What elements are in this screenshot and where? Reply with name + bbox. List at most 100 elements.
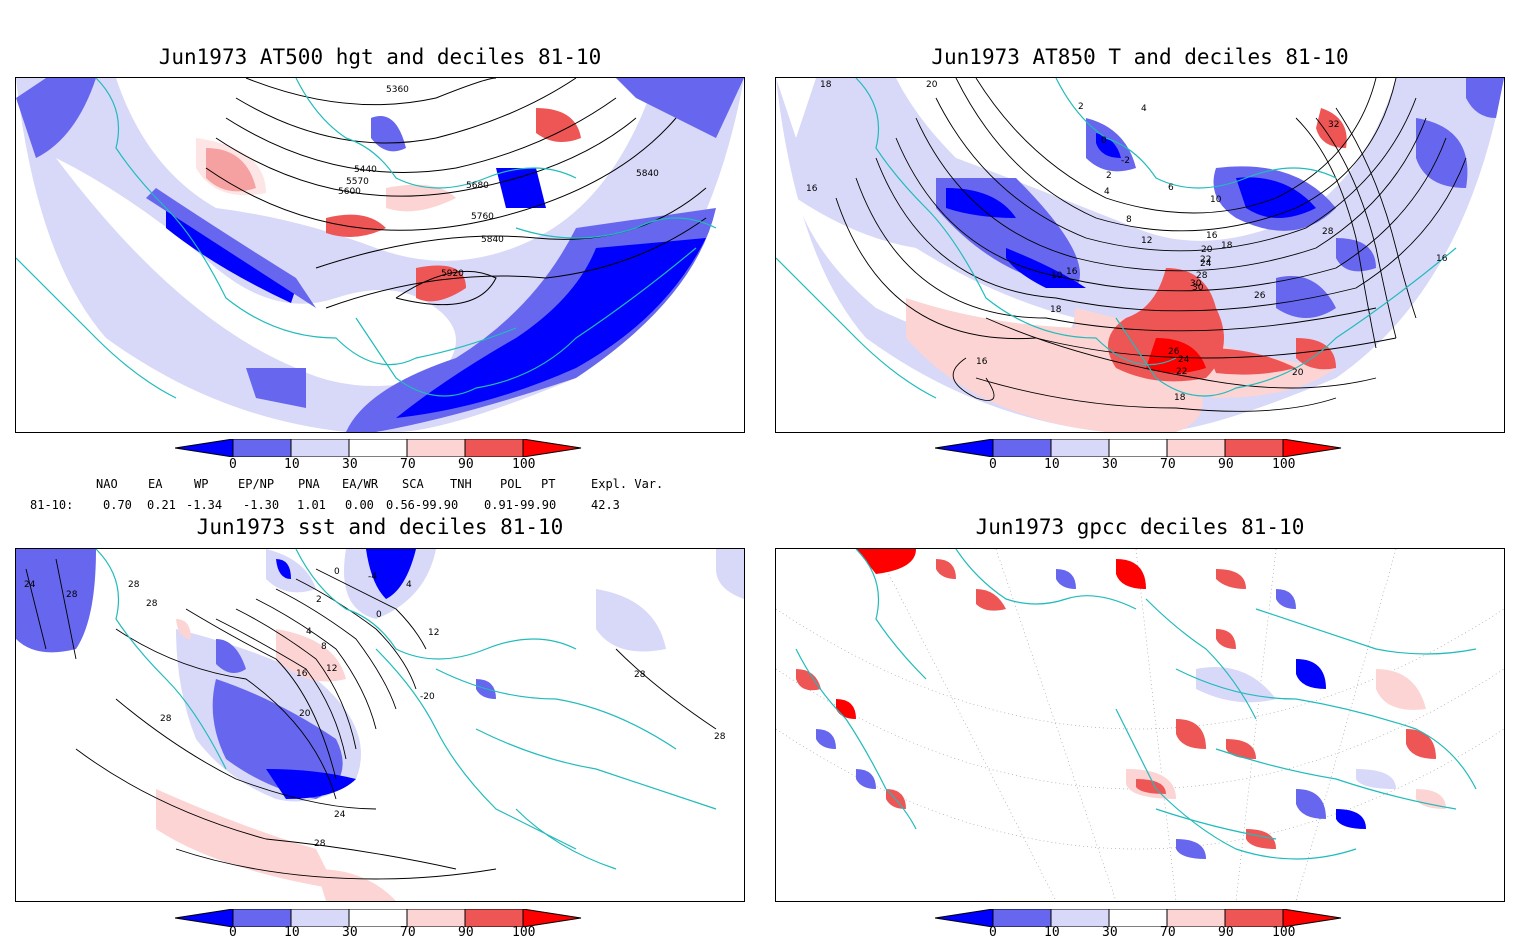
map-panel-sst: 24 28 28 28 0 2 4 8 12 16 20 24 28 28 -4… <box>15 548 745 902</box>
index-value: 0.21 <box>147 498 176 512</box>
colorbar-tick: 100 <box>1272 457 1296 472</box>
contour-label: 28 <box>66 590 78 600</box>
contour-label: 10 <box>1051 271 1063 281</box>
contour-label: -2 <box>1121 156 1130 166</box>
contour-label: 5680 <box>466 181 489 191</box>
contour-label: 4 <box>306 627 312 637</box>
contour-label: 5840 <box>481 235 504 245</box>
panel3-title: Jun1973 sst and deciles 81-10 <box>196 515 564 539</box>
contour-label: 28 <box>146 599 158 609</box>
colorbar-tick: 0 <box>229 925 237 940</box>
colorbar-tick: 70 <box>400 457 416 472</box>
contour-label: 0 <box>376 610 382 620</box>
colorbar-tick: 70 <box>1160 457 1176 472</box>
index-header: POL <box>500 477 522 491</box>
panel1-title: Jun1973 AT500 hgt and deciles 81-10 <box>158 45 602 69</box>
colorbar-bottom-left <box>174 908 587 928</box>
contour-label: 2 <box>316 595 322 605</box>
contour-label: 10 <box>1210 195 1222 205</box>
index-header: TNH <box>450 477 472 491</box>
panel2-title: Jun1973 AT850 T and deciles 81-10 <box>931 45 1349 69</box>
contour-label: 12 <box>428 628 439 638</box>
index-header: NAO <box>96 477 118 491</box>
colorbar-tick: 70 <box>1160 925 1176 940</box>
contour-label: 8 <box>321 642 327 652</box>
colorbar-tick: 70 <box>400 925 416 940</box>
contour-label: 4 <box>1104 187 1110 197</box>
contour-label: 0 <box>1101 136 1107 146</box>
contour-label: 16 <box>1206 231 1218 241</box>
at850-contour-labels: 18 20 2 4 0 -2 2 4 6 8 10 12 16 18 20 22… <box>806 80 1448 403</box>
contour-label: 22 <box>1200 255 1211 265</box>
contour-label: 5920 <box>441 269 464 279</box>
map-panel-at850: 18 20 2 4 0 -2 2 4 6 8 10 12 16 18 20 22… <box>775 77 1505 433</box>
colorbar-bottom-right <box>934 908 1347 928</box>
contour-label: 5760 <box>471 212 494 222</box>
colorbar-tick: 100 <box>512 925 536 940</box>
colorbar-tick: 100 <box>512 457 536 472</box>
contour-label: 4 <box>1141 104 1147 114</box>
contour-label: 12 <box>1141 236 1152 246</box>
contour-label: 5840 <box>636 169 659 179</box>
contour-label: 16 <box>296 669 308 679</box>
colorbar-tick: 30 <box>1102 925 1118 940</box>
colorbar-tick: 0 <box>989 925 997 940</box>
contour-label: 20 <box>1292 368 1304 378</box>
contour-label: 28 <box>714 732 726 742</box>
contour-label: 5360 <box>386 85 409 95</box>
colorbar-tick: 0 <box>229 457 237 472</box>
contour-label: 18 <box>1174 393 1186 403</box>
colorbar-top-left <box>174 438 587 458</box>
contour-label: -4 <box>368 572 377 582</box>
contour-label: 20 <box>926 80 938 90</box>
index-header: EA <box>148 477 163 491</box>
colorbar-tick: 10 <box>1044 925 1060 940</box>
index-header: PT <box>541 477 556 491</box>
contour-label: 8 <box>1126 215 1132 225</box>
index-header: Expl. Var. <box>591 477 664 491</box>
index-row-label: 81-10: <box>30 498 74 512</box>
contour-label: 32 <box>1328 120 1339 130</box>
index-value: -1.34 <box>186 498 223 512</box>
index-value: 0.56-99.90 <box>386 498 459 512</box>
index-value: 1.01 <box>297 498 326 512</box>
contour-label: 5570 <box>346 177 369 187</box>
contour-label: 28 <box>634 670 646 680</box>
contour-label: 28 <box>1196 271 1208 281</box>
contour-label: 6 <box>1168 183 1174 193</box>
contour-label: 28 <box>128 580 140 590</box>
index-header: EP/NP <box>238 477 275 491</box>
colorbar-tick: 90 <box>458 457 474 472</box>
contour-label: 16 <box>1066 267 1078 277</box>
contour-label: 12 <box>326 664 337 674</box>
contour-label: 22 <box>1176 367 1187 377</box>
contour-label: 18 <box>820 80 832 90</box>
colorbar-tick: 30 <box>1102 457 1118 472</box>
contour-label: 28 <box>1322 227 1334 237</box>
colorbar-tick: 0 <box>989 457 997 472</box>
contour-label: 18 <box>1050 305 1062 315</box>
contour-label: 24 <box>1200 259 1212 269</box>
panel4-title: Jun1973 gpcc deciles 81-10 <box>975 515 1305 539</box>
colorbar-top-right <box>934 438 1347 458</box>
contour-label: 24 <box>24 580 36 590</box>
colorbar-tick: 90 <box>1218 457 1234 472</box>
index-value: -1.30 <box>243 498 280 512</box>
contour-label: 26 <box>1168 347 1180 357</box>
contour-label: 16 <box>806 184 818 194</box>
index-header: EA/WR <box>342 477 379 491</box>
index-value: 0.00 <box>345 498 374 512</box>
contour-label: 16 <box>1436 254 1448 264</box>
map-panel-gpcc <box>775 548 1505 902</box>
index-header: WP <box>194 477 209 491</box>
contour-label: 28 <box>160 714 172 724</box>
contour-label: 16 <box>976 357 988 367</box>
contour-label: 30 <box>1192 283 1204 293</box>
contour-label: 4 <box>406 580 412 590</box>
colorbar-tick: 90 <box>458 925 474 940</box>
contour-label: 24 <box>334 810 346 820</box>
index-value: 0.91-99.90 <box>484 498 557 512</box>
index-header: PNA <box>298 477 320 491</box>
colorbar-tick: 30 <box>342 925 358 940</box>
map-panel-at500: 5360 5440 5570 5600 5680 5760 5840 5920 … <box>15 77 745 433</box>
